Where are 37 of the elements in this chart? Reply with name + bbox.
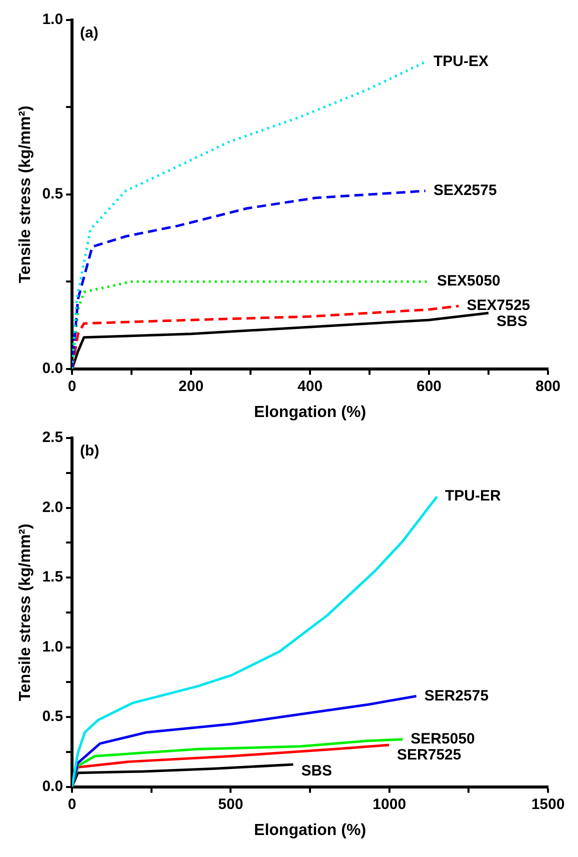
annotation: (a) (80, 24, 98, 42)
x-tick-label: 800 (535, 378, 561, 395)
x-tick-label: 0 (68, 796, 76, 813)
series-label: SER5050 (410, 730, 475, 748)
x-tick-label: 1500 (531, 796, 565, 813)
series-label: SER2575 (424, 687, 489, 704)
x-tick-label: 600 (416, 378, 442, 395)
x-axis-title: Elongation (%) (254, 822, 366, 839)
x-axis-title: Elongation (%) (254, 404, 366, 421)
series-label: SEX7525 (466, 297, 530, 314)
x-tick-label: 0 (68, 378, 76, 395)
series-label: SER7525 (397, 746, 462, 764)
y-axis-title: Tensile stress (kg/mm²) (17, 106, 34, 284)
series-label: SBS (301, 762, 332, 780)
y-tick-label: 0.5 (42, 708, 64, 726)
series-label: SBS (496, 313, 528, 330)
y-tick-label: 2.0 (42, 498, 64, 516)
y-axis-title: Tensile stress (kg/mm²) (17, 524, 34, 702)
x-tick-label: 1000 (372, 796, 406, 813)
y-tick-label: 2.5 (42, 429, 64, 446)
series-label: SEX5050 (437, 272, 500, 290)
y-tick-label: 0.0 (42, 360, 64, 377)
y-tick-label: 1.0 (42, 11, 64, 28)
y-tick-label: 0.0 (42, 778, 64, 795)
series-label: TPU-ER (444, 488, 501, 505)
series-label: TPU-EX (433, 52, 488, 70)
line-series (72, 190, 427, 369)
x-tick-label: 200 (178, 378, 204, 395)
x-tick-label: 500 (218, 796, 244, 813)
x-tick-label: 400 (298, 378, 323, 395)
line-series (72, 304, 460, 369)
y-tick-label: 1.0 (42, 638, 64, 656)
y-tick-label: 1.5 (42, 568, 64, 586)
line-series (72, 60, 427, 369)
y-tick-label: 0.5 (42, 186, 64, 203)
series-label: SEX2575 (433, 182, 497, 200)
annotation: (b) (80, 442, 100, 460)
